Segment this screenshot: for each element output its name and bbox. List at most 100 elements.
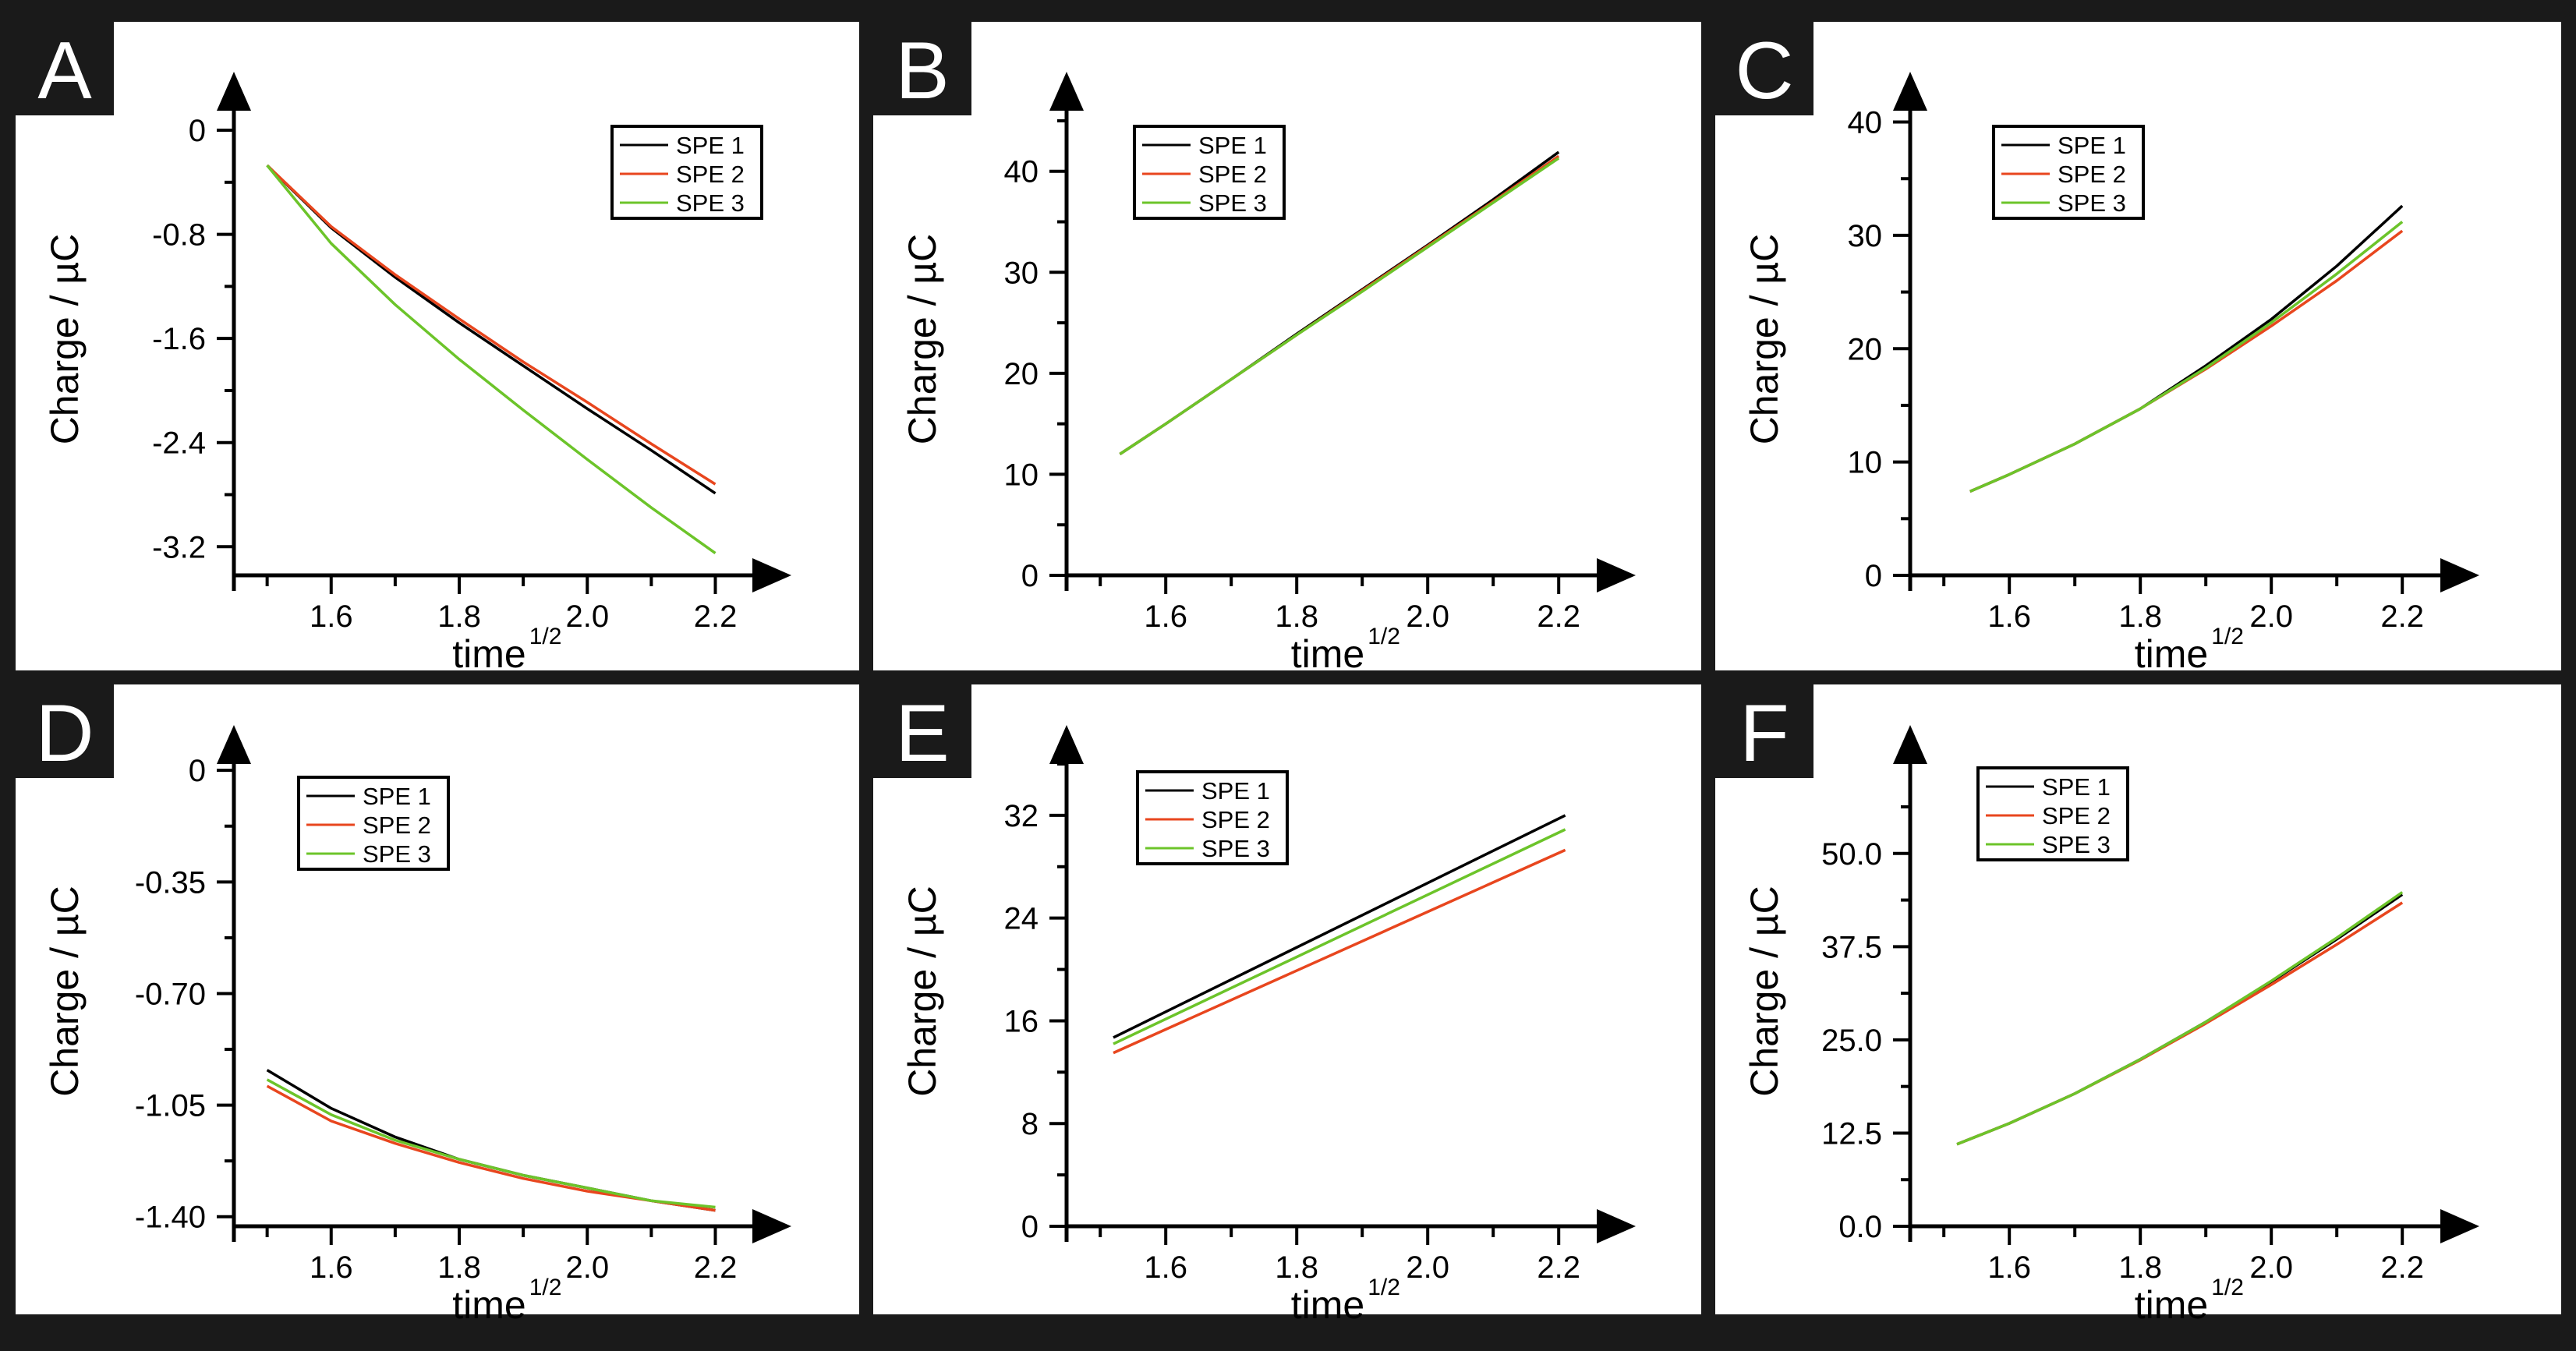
y-tick-label: 40 — [1004, 155, 1039, 189]
legend-entry-spe-1: SPE 1 — [2058, 132, 2126, 159]
legend-entry-spe-2: SPE 2 — [1201, 806, 1270, 833]
x-tick-label: 1.8 — [2118, 599, 2162, 634]
y-tick-label: -0.8 — [152, 218, 206, 253]
chart-panel-a: A 1.6 1.8 2.0 2.2 0 -0.8 -1.6 -2.4 -3.2 time 1/2 Cha… — [16, 22, 859, 676]
y-tick-label: 20 — [1004, 357, 1039, 391]
x-tick-label: 1.6 — [310, 599, 353, 634]
legend-entry-spe-3: SPE 3 — [2058, 189, 2126, 217]
y-tick-label: 32 — [1004, 799, 1039, 833]
y-tick-label: 30 — [1004, 256, 1039, 290]
x-axis-arrow — [1597, 558, 1636, 592]
legend-entry-spe-3: SPE 3 — [1198, 189, 1267, 217]
y-axis-arrow — [1893, 725, 1927, 764]
y-tick-label: -1.40 — [135, 1201, 206, 1235]
y-tick-label: -1.05 — [135, 1089, 206, 1123]
legend-entry-spe-1: SPE 1 — [2042, 773, 2111, 801]
panel-label: A — [37, 26, 92, 116]
series-line-spe-1 — [1113, 814, 1566, 1039]
y-axis-label: Charge / µC — [43, 234, 87, 445]
panel-label: E — [895, 688, 949, 779]
y-axis-label: Charge / µC — [901, 234, 944, 445]
series-line-spe-2 — [266, 164, 717, 486]
y-tick-label: 37.5 — [1821, 930, 1882, 964]
y-tick-label: 0.0 — [1838, 1210, 1882, 1244]
x-tick-label: 1.6 — [310, 1250, 353, 1285]
x-tick-label: 2.2 — [2380, 1250, 2424, 1285]
x-axis-label-superscript: 1/2 — [2211, 624, 2244, 649]
legend-entry-spe-2: SPE 2 — [2058, 161, 2126, 188]
x-tick-label: 1.8 — [1275, 1250, 1318, 1285]
legend-entry-spe-3: SPE 3 — [363, 840, 431, 868]
x-tick-label: 2.0 — [2249, 1250, 2293, 1285]
legend-entry-spe-2: SPE 2 — [2042, 802, 2111, 829]
y-tick-label: 16 — [1004, 1004, 1039, 1038]
panel-background — [1715, 22, 2561, 670]
x-axis-label: time — [452, 1283, 525, 1327]
x-axis-label: time — [452, 632, 525, 676]
legend-entry-spe-2: SPE 2 — [363, 812, 431, 839]
legend-entry-spe-1: SPE 1 — [363, 783, 431, 810]
panel-label-badge — [1715, 684, 1813, 778]
y-tick-label: 0 — [1865, 559, 1882, 593]
x-tick-label: 1.8 — [437, 1250, 481, 1285]
x-axis-arrow — [2440, 558, 2479, 592]
panel-label: D — [35, 688, 94, 779]
legend-entry-spe-2: SPE 2 — [1198, 161, 1267, 188]
chart-panel-e: E 1.6 1.8 2.0 2.2 0 8 16 24 32 time 1/2 Charge / µC S… — [873, 684, 1701, 1327]
y-axis-arrow — [217, 725, 251, 764]
y-tick-label: 30 — [1848, 219, 1883, 253]
panel-label-badge — [873, 22, 971, 115]
x-axis-label: time — [1291, 632, 1364, 676]
chart-panel-d: D 1.6 1.8 2.0 2.2 0 -0.35 -0.70 -1.05 -1.40 time 1/… — [16, 684, 859, 1327]
series-line-spe-3 — [266, 1078, 716, 1209]
panel-background — [1715, 684, 2561, 1314]
x-axis-label-superscript: 1/2 — [529, 624, 562, 649]
y-tick-label: 0 — [189, 114, 206, 148]
x-tick-label: 2.2 — [1537, 599, 1580, 634]
series-line-spe-3 — [1956, 891, 2404, 1146]
x-tick-label: 2.0 — [565, 599, 609, 634]
y-tick-label: -3.2 — [152, 530, 206, 564]
panel-label-badge — [873, 684, 971, 778]
x-axis-label: time — [2135, 1283, 2208, 1327]
y-tick-label: 50.0 — [1821, 837, 1882, 872]
y-tick-label: 10 — [1004, 458, 1039, 492]
y-tick-label: 40 — [1848, 106, 1883, 140]
y-tick-label: 12.5 — [1821, 1116, 1882, 1151]
panel-label: F — [1739, 688, 1789, 779]
series-line-spe-3 — [1113, 828, 1566, 1045]
panel-label-badge — [16, 684, 114, 778]
x-tick-label: 2.2 — [1537, 1250, 1580, 1285]
y-axis-arrow — [1893, 72, 1927, 111]
y-tick-label: 0 — [189, 754, 206, 788]
x-tick-label: 1.8 — [1275, 599, 1318, 634]
x-tick-label: 1.6 — [1987, 1250, 2031, 1285]
y-tick-label: -1.6 — [152, 322, 206, 356]
legend-entry-spe-3: SPE 3 — [1201, 835, 1270, 862]
panel-label: B — [895, 26, 949, 116]
y-tick-label: 20 — [1848, 332, 1883, 366]
x-axis-label: time — [2135, 632, 2208, 676]
series-line-spe-3 — [1119, 157, 1560, 455]
x-tick-label: 1.6 — [1987, 599, 2031, 634]
y-tick-label: -0.35 — [135, 865, 206, 900]
x-tick-label: 1.6 — [1144, 1250, 1187, 1285]
x-tick-label: 1.8 — [437, 599, 481, 634]
x-axis-arrow — [1597, 1209, 1636, 1243]
y-axis-label: Charge / µC — [1743, 234, 1786, 445]
series-line-spe-2 — [1113, 848, 1566, 1055]
panel-label: C — [1735, 26, 1793, 116]
y-axis-label: Charge / µC — [1743, 886, 1786, 1097]
legend-entry-spe-3: SPE 3 — [2042, 831, 2111, 858]
y-tick-label: 0 — [1021, 559, 1039, 593]
y-tick-label: 24 — [1004, 902, 1039, 936]
x-axis-label-superscript: 1/2 — [529, 1275, 562, 1300]
x-axis-label-superscript: 1/2 — [1368, 1275, 1400, 1300]
y-axis-label: Charge / µC — [43, 886, 87, 1097]
